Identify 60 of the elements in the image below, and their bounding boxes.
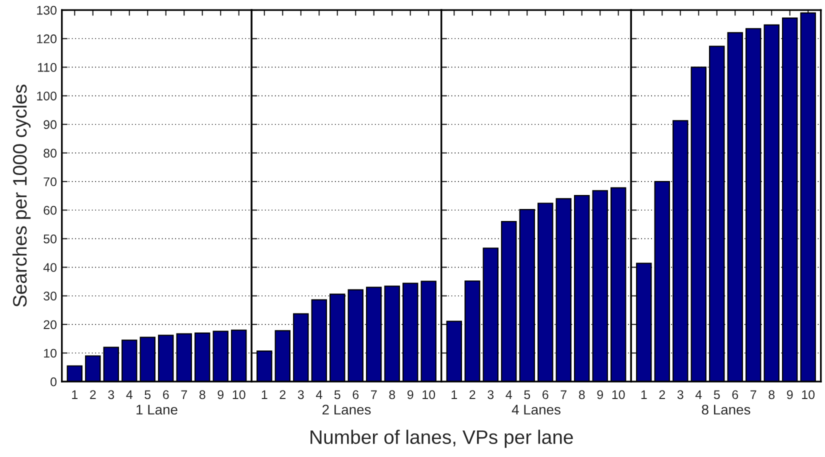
x-tick-label: 5 [334,390,340,400]
x-tick-label: 1 [72,390,78,399]
x-tick-label: 3 [298,390,304,400]
x-tick-label: 6 [542,390,548,400]
x-tick-label: 5 [144,390,151,400]
x-tick-label: 9 [218,390,224,400]
x-tick-label: 2 [280,390,286,399]
x-tick-label: 5 [524,390,530,400]
x-tick-label: 6 [352,390,359,400]
x-tick-label: 2 [659,390,665,399]
x-tick-label: 9 [786,390,793,400]
y-tick-label: 110 [38,63,57,72]
x-tick-label: 9 [597,390,603,400]
y-tick-label: 130 [37,6,57,15]
x-tick-label: 7 [560,390,566,399]
y-tick-label: 30 [44,292,57,301]
y-tick-label: 70 [44,177,57,186]
x-tick-label: 3 [677,390,684,400]
x-tick-label: 3 [488,390,494,400]
x-tick-label: 10 [232,390,246,400]
y-tick-label: 90 [44,120,57,130]
x-tick-label: 9 [407,390,414,400]
x-tick-label: 2 [90,390,96,399]
y-tick-label: 50 [44,234,57,244]
x-tick-label: 1 [262,390,268,399]
x-tick-label: 8 [199,390,206,400]
x-tick-label: 6 [163,390,169,400]
x-tick-label: 7 [371,390,377,399]
x-tick-label: 7 [750,390,756,399]
x-tick-label: 1 [452,390,458,399]
x-axis-title: 4 Lanes [512,404,560,415]
x-tick-label: 3 [108,390,114,400]
y-tick-label: 100 [37,92,57,100]
x-tick-label: 10 [612,390,625,400]
y-tick-label: 40 [43,263,57,272]
y-axis-title: Searches per 1000 cycles [12,84,31,307]
x-tick-label: 4 [506,390,512,399]
x-axis-title: 8 Lanes [702,404,750,415]
x-tick-label: 4 [316,390,322,399]
x-tick-label: 4 [126,390,132,399]
x-tick-label: 7 [181,390,187,399]
x-tick-label: 8 [389,390,396,400]
y-tick-label: 20 [44,320,57,330]
y-tick-label: 0 [50,377,57,386]
y-tick-label: 10 [44,348,57,358]
x-tick-label: 5 [714,390,720,400]
x-tick-label: 4 [695,390,702,399]
x-tick-label: 8 [768,390,775,400]
x-tick-label: 1 [641,390,647,399]
x-axis-title: 2 Lanes [322,404,371,415]
x-axis-title: 1 Lane [136,404,178,415]
x-tick-label: 6 [732,390,738,400]
y-tick-label: 80 [44,148,57,158]
x-tick-label: 10 [422,390,436,400]
x-tick-label: 2 [470,390,476,399]
x-tick-label: 8 [578,390,585,400]
y-tick-label: 120 [37,34,57,44]
text: Number of lanes, VPs per lane [310,430,573,448]
x-tick-label: 10 [802,390,815,400]
y-tick-label: 60 [44,206,57,215]
